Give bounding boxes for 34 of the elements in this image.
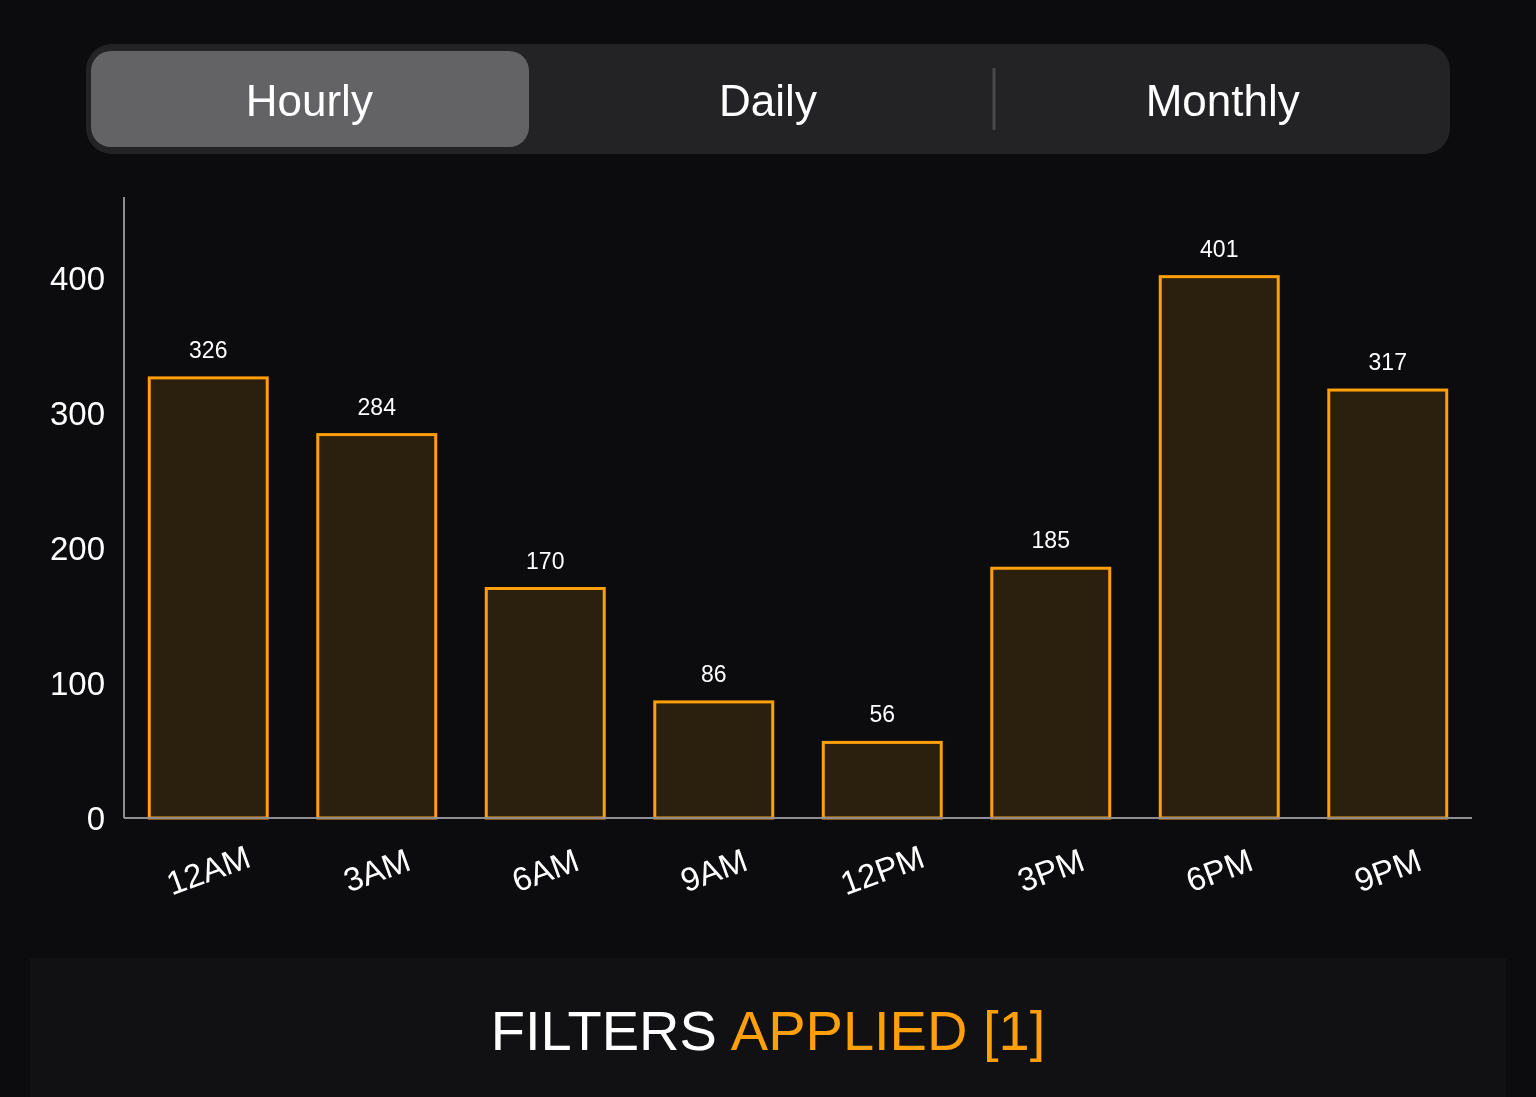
y-tick-label: 100	[49, 664, 105, 702]
bar	[1327, 388, 1449, 820]
y-tick-label: 400	[49, 259, 105, 297]
data-label: 56	[869, 701, 896, 728]
bar	[316, 433, 438, 820]
bar	[484, 587, 606, 820]
data-label: 284	[357, 393, 397, 420]
data-label: 86	[700, 660, 727, 687]
bar	[821, 740, 943, 820]
x-tick-label: 6PM	[1181, 841, 1258, 900]
x-tick-label: 12AM	[161, 837, 256, 903]
bar	[1158, 275, 1280, 820]
data-label: 170	[526, 547, 565, 574]
x-tick-label: 3AM	[338, 841, 415, 900]
text: Hourly	[245, 76, 373, 125]
bar	[653, 700, 775, 820]
text: Monthly	[1145, 76, 1300, 125]
x-tick-label: 3PM	[1012, 841, 1089, 900]
text: APPLIED [1]	[730, 999, 1046, 1062]
x-tick-label: 12PM	[835, 837, 930, 903]
data-label: 185	[1031, 527, 1070, 554]
x-tick-label: 9PM	[1349, 841, 1426, 900]
data-label: 326	[189, 336, 228, 363]
data-label: 401	[1200, 235, 1239, 262]
y-tick-label: 0	[86, 799, 105, 837]
text: Daily	[719, 76, 817, 125]
data-label: 317	[1368, 349, 1407, 376]
y-tick-label: 200	[49, 529, 105, 567]
bar	[147, 376, 269, 820]
x-tick-label: 6AM	[507, 841, 584, 900]
x-tick-label: 9AM	[675, 841, 752, 900]
y-tick-label: 300	[49, 394, 105, 432]
text: FILTERS	[490, 999, 717, 1062]
bar	[990, 566, 1112, 820]
